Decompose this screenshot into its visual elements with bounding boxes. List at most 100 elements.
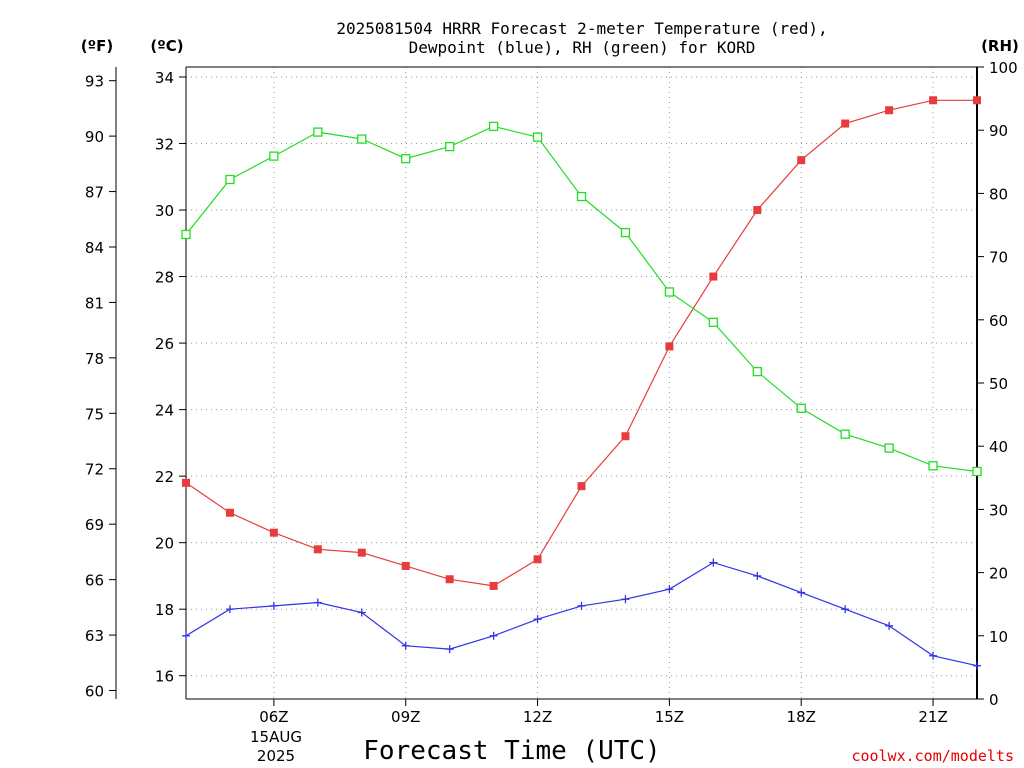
rh-point bbox=[840, 429, 850, 439]
dewpoint-point bbox=[621, 595, 630, 604]
temperature-point bbox=[973, 96, 981, 105]
temperature-point bbox=[665, 342, 674, 351]
fahrenheit-unit-label: (ºF) bbox=[81, 37, 113, 55]
celsius-tick-label: 20 bbox=[155, 535, 174, 553]
temperature-point bbox=[489, 581, 498, 590]
rh-tick-label: 70 bbox=[989, 249, 1008, 267]
dewpoint-point bbox=[797, 588, 806, 597]
temperature-series bbox=[182, 96, 981, 590]
dewpoint-point bbox=[182, 631, 190, 640]
tick-labels: 06Z 09Z 12Z 15Z 18Z 21Z 16 18 20 22 24 26 28 30 32 34 60… bbox=[85, 59, 1018, 726]
temperature-point bbox=[841, 119, 850, 128]
fahrenheit-tick-label: 90 bbox=[85, 128, 104, 146]
rh-point bbox=[445, 141, 455, 152]
fahrenheit-tick-label: 72 bbox=[85, 461, 104, 479]
fahrenheit-tick-label: 93 bbox=[85, 73, 104, 91]
temperature-point bbox=[577, 482, 586, 491]
x-tick-label: 09Z bbox=[391, 708, 420, 726]
rh-tick-label: 80 bbox=[989, 185, 1008, 203]
temperature-point bbox=[269, 528, 278, 537]
celsius-tick-label: 18 bbox=[155, 601, 174, 619]
celsius-tick-label: 32 bbox=[155, 136, 174, 154]
temperature-point bbox=[357, 548, 366, 557]
celsius-tick-label: 28 bbox=[155, 269, 174, 287]
dewpoint-point bbox=[709, 558, 718, 567]
fahrenheit-tick-label: 66 bbox=[85, 572, 104, 590]
rh-point bbox=[796, 403, 806, 413]
dewpoint-point bbox=[313, 598, 322, 607]
rh-point bbox=[181, 229, 191, 240]
rh-point bbox=[752, 366, 762, 377]
dewpoint-series bbox=[182, 558, 981, 670]
x-tick-label: 21Z bbox=[918, 708, 947, 726]
rh-point bbox=[357, 134, 367, 144]
chart-title-line-2: Dewpoint (blue), RH (green) for KORD bbox=[409, 38, 756, 57]
dewpoint-point bbox=[885, 621, 894, 630]
rh-tick-label: 100 bbox=[989, 59, 1018, 77]
rh-tick-label: 10 bbox=[989, 628, 1008, 646]
dewpoint-point bbox=[269, 601, 278, 610]
dewpoint-point bbox=[577, 601, 586, 610]
rh-tick-label: 50 bbox=[989, 375, 1008, 393]
rh-point bbox=[532, 132, 543, 142]
celsius-tick-label: 24 bbox=[155, 402, 174, 420]
fahrenheit-tick-label: 75 bbox=[85, 405, 104, 423]
celsius-unit-label: (ºC) bbox=[150, 37, 183, 55]
temperature-point bbox=[709, 272, 718, 281]
rh-series bbox=[181, 121, 982, 477]
celsius-tick-label: 30 bbox=[155, 202, 174, 220]
rh-point bbox=[928, 461, 938, 471]
date-label-day: 15AUG bbox=[250, 728, 302, 746]
rh-point bbox=[972, 466, 982, 477]
x-tick-label: 18Z bbox=[787, 708, 816, 726]
dewpoint-line bbox=[185, 561, 978, 667]
dewpoint-point bbox=[225, 605, 234, 614]
temperature-point bbox=[621, 432, 630, 441]
dewpoint-point bbox=[489, 631, 498, 640]
x-axis-title: Forecast Time (UTC) bbox=[363, 736, 660, 766]
rh-tick-label: 90 bbox=[989, 122, 1008, 140]
dewpoint-point bbox=[445, 645, 454, 654]
rh-point bbox=[884, 443, 894, 453]
fahrenheit-tick-label: 81 bbox=[85, 294, 104, 312]
fahrenheit-tick-label: 60 bbox=[85, 682, 104, 700]
date-label-year: 2025 bbox=[257, 747, 295, 765]
temperature-point bbox=[797, 156, 806, 165]
temperature-point bbox=[445, 575, 454, 584]
rh-unit-label: (RH) bbox=[981, 37, 1019, 55]
x-tick-label: 15Z bbox=[655, 708, 684, 726]
rh-point bbox=[225, 174, 235, 185]
dewpoint-point bbox=[357, 608, 366, 617]
data-series bbox=[181, 96, 982, 670]
x-tick-label: 06Z bbox=[259, 708, 288, 726]
rh-point bbox=[620, 227, 631, 238]
celsius-tick-label: 34 bbox=[155, 69, 174, 87]
temperature-point bbox=[533, 555, 542, 564]
rh-tick-label: 60 bbox=[989, 312, 1008, 330]
temperature-point bbox=[885, 106, 894, 115]
x-tick-label: 12Z bbox=[523, 708, 552, 726]
axes bbox=[109, 66, 984, 706]
temperature-point bbox=[182, 478, 190, 487]
temperature-point bbox=[313, 545, 322, 554]
rh-point bbox=[488, 121, 499, 132]
celsius-tick-label: 16 bbox=[155, 668, 174, 686]
dewpoint-point bbox=[753, 571, 762, 580]
temperature-point bbox=[929, 96, 938, 105]
temperature-point bbox=[225, 508, 234, 517]
celsius-tick-label: 26 bbox=[155, 335, 174, 353]
rh-tick-label: 0 bbox=[989, 691, 999, 709]
rh-point bbox=[269, 151, 279, 161]
rh-point bbox=[708, 317, 718, 327]
rh-point bbox=[401, 153, 411, 164]
dewpoint-point bbox=[533, 615, 542, 624]
fahrenheit-tick-label: 78 bbox=[85, 350, 104, 368]
credit-text: coolwx.com/modelts bbox=[851, 747, 1014, 765]
rh-point bbox=[576, 191, 587, 202]
fahrenheit-tick-label: 69 bbox=[85, 516, 104, 534]
rh-tick-label: 40 bbox=[989, 438, 1008, 456]
fahrenheit-tick-label: 87 bbox=[85, 184, 104, 202]
rh-tick-label: 20 bbox=[989, 565, 1008, 583]
rh-tick-label: 30 bbox=[989, 501, 1008, 519]
